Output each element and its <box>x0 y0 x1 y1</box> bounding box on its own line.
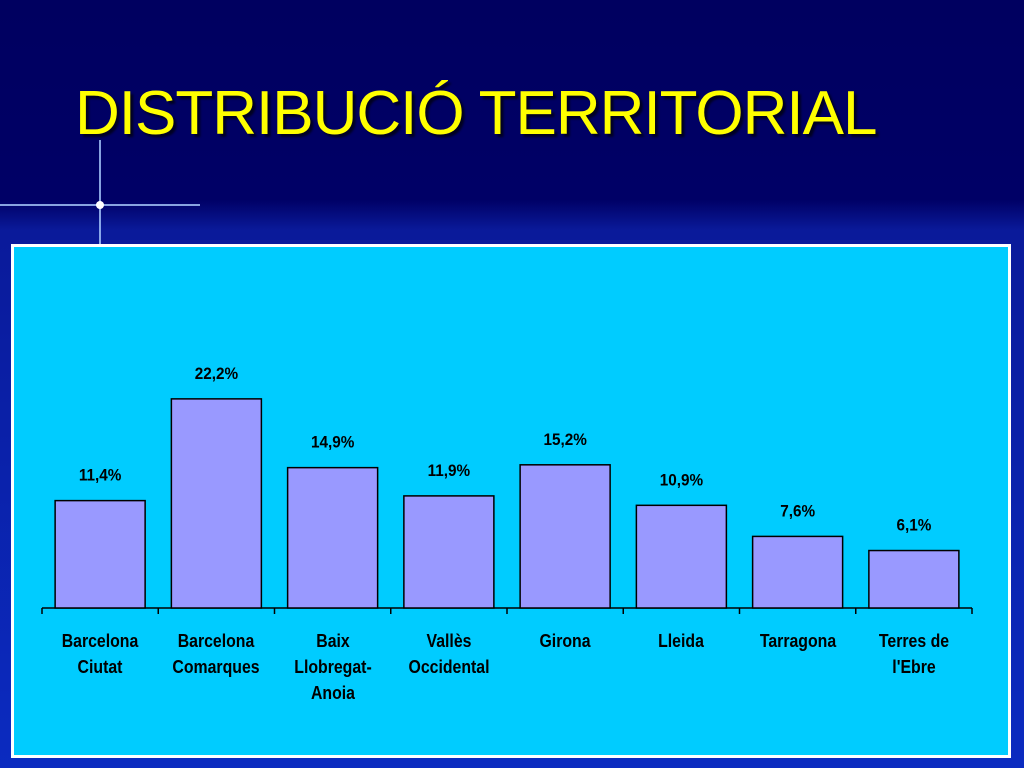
value-label: 15,2% <box>543 430 586 449</box>
value-label: 11,9% <box>428 461 470 480</box>
bar <box>170 398 263 609</box>
x-tick-label: Barcelona Comarques <box>172 631 260 677</box>
chart-panel: 11,4% 22,2% 14,9% 11,9% 15,2% 10,9% 7,6% 6,1% B… <box>11 244 1011 758</box>
value-label: 7,6% <box>780 502 815 521</box>
bar <box>403 495 495 609</box>
x-tick-label: Vallès Occidental <box>408 631 490 677</box>
x-tick-label: Terres de l'Ebre <box>878 631 949 677</box>
value-label: 22,2% <box>195 364 238 383</box>
x-tick-label: Tarragona <box>759 631 836 651</box>
value-label: 14,9% <box>311 433 354 452</box>
chart-title: DISTRIBUCIÓ TERRITORIAL <box>75 79 877 148</box>
x-tick-label: Baix Llobregat- Anoia <box>293 631 372 703</box>
value-label: 6,1% <box>896 516 931 535</box>
bar <box>286 466 379 609</box>
value-label: 10,9% <box>660 471 703 490</box>
chart: 11,4% 22,2% 14,9% 11,9% 15,2% 10,9% 7,6% 6,1% <box>41 364 973 614</box>
bar <box>519 464 611 609</box>
bar <box>635 504 728 609</box>
bar <box>751 535 844 609</box>
x-tick-label: Lleida <box>658 631 705 651</box>
bar <box>868 549 960 609</box>
value-label: 11,4% <box>79 466 121 485</box>
x-tick-label: Barcelona Ciutat <box>61 631 139 677</box>
flare <box>0 140 200 245</box>
bar <box>54 499 146 609</box>
x-tick-label: Girona <box>539 631 591 651</box>
